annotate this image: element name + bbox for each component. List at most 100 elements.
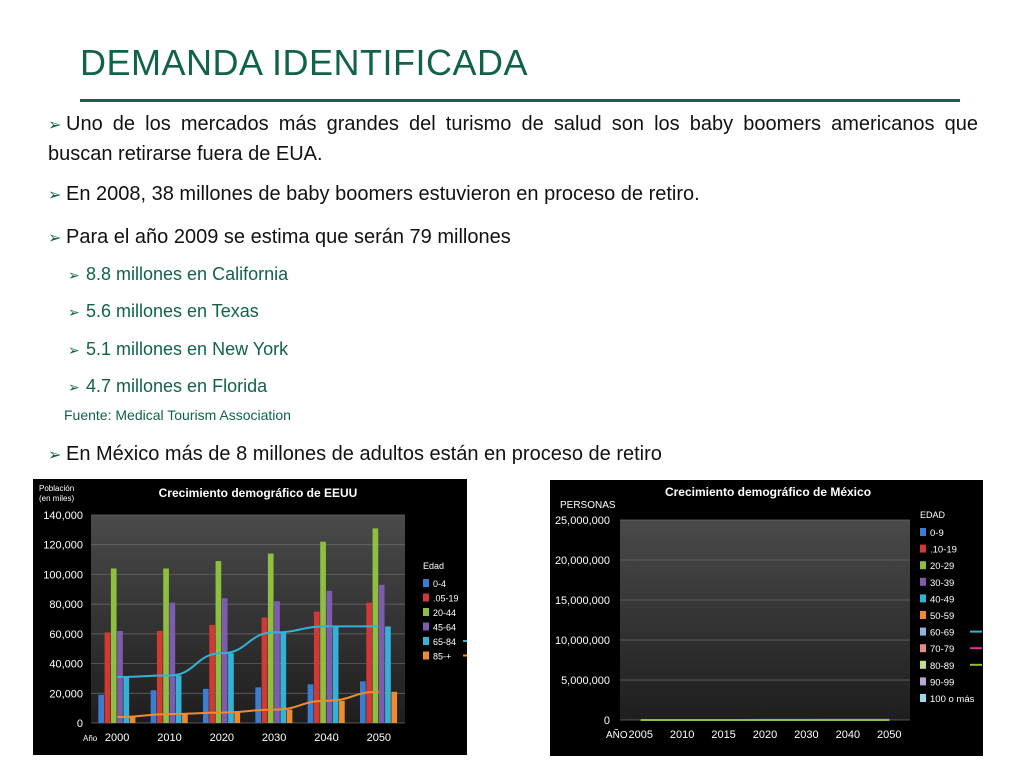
us-y-axis-label: Población <box>39 484 74 493</box>
sub-bullet-1-text: 8.8 millones en California <box>86 264 289 284</box>
bullet-1-text: Uno de los mercados más grandes del turi… <box>48 113 978 165</box>
us-y-tick-label: 40,000 <box>49 659 83 671</box>
source-note: Fuente: Medical Tourism Association <box>64 407 291 423</box>
us-legend-swatch <box>423 608 429 616</box>
us-bar <box>202 688 209 723</box>
us-y-tick-label: 20,000 <box>49 688 83 700</box>
us-bar <box>182 714 188 723</box>
us-y-tick-label: 100,000 <box>43 569 83 581</box>
us-title: Crecimiento demográfico de EEUU <box>159 486 358 500</box>
mx-x-tick-label: 2010 <box>670 729 694 741</box>
mx-legend-swatch <box>920 677 926 686</box>
mx-y-tick-label: 25,000,000 <box>555 515 610 527</box>
arrow-bullet-icon: ➢ <box>48 187 62 204</box>
mx-legend-swatch <box>920 594 926 603</box>
us-x-axis-label: Año <box>83 734 98 743</box>
mx-y-tick-label: 5,000,000 <box>561 675 610 687</box>
us-y-tick-label: 0 <box>77 718 83 730</box>
us-legend-title: Edad <box>423 561 444 571</box>
us-bar <box>366 602 372 723</box>
mx-x-tick-label: 2030 <box>794 729 818 741</box>
mx-legend-swatch <box>920 694 926 702</box>
us-bar <box>320 541 326 723</box>
arrow-bullet-icon: ➢ <box>48 447 62 464</box>
mx-legend-label: 20-29 <box>930 561 954 572</box>
title-underline <box>80 99 960 102</box>
us-plot-area <box>91 515 405 723</box>
bullet-3: ➢ Para el año 2009 se estima que serán 79… <box>48 223 511 253</box>
us-y-tick-label: 80,000 <box>49 599 83 611</box>
mx-y-tick-label: 0 <box>604 715 610 727</box>
us-bar <box>175 675 182 723</box>
mx-x-tick-label: 2020 <box>753 729 777 741</box>
us-bar <box>123 676 130 723</box>
mx-x-tick-label: 2015 <box>711 729 735 741</box>
mx-legend-label: 60-69 <box>930 628 954 639</box>
us-bar <box>385 626 391 723</box>
us-bar <box>267 553 274 723</box>
us-x-tick-label: 2030 <box>262 732 286 744</box>
us-bar <box>255 687 262 723</box>
us-bar <box>391 691 398 723</box>
us-y-tick-label: 140,000 <box>43 510 83 522</box>
us-legend-swatch <box>423 593 429 602</box>
arrow-bullet-icon: ➢ <box>68 304 80 320</box>
us-legend-label: 20-44 <box>433 608 456 618</box>
bullet-3-text: Para el año 2009 se estima que serán 79 … <box>66 226 511 248</box>
mx-legend-label: 90-99 <box>930 677 954 688</box>
us-bar <box>215 561 222 723</box>
mx-legend-swatch <box>920 627 926 636</box>
mx-y-tick-label: 15,000,000 <box>555 595 610 607</box>
us-bar <box>261 617 268 723</box>
us-bar <box>110 568 117 723</box>
mx-legend-swatch <box>920 544 926 553</box>
mx-legend-swatch <box>920 561 926 570</box>
mx-legend-label: 0-9 <box>930 528 944 539</box>
mx-title: Crecimiento demográfico de México <box>665 485 871 499</box>
mx-legend-title: EDAD <box>920 510 946 520</box>
us-trendline <box>117 625 379 678</box>
arrow-bullet-icon: ➢ <box>68 379 80 395</box>
us-trendline <box>117 690 379 719</box>
us-bar <box>150 690 157 723</box>
mx-plot-area <box>620 520 910 720</box>
chart-us-population: Crecimiento demográfico de EEUU Población… <box>33 479 475 755</box>
mx-legend-label: 30-39 <box>930 578 954 589</box>
us-y-tick-label: 60,000 <box>49 629 83 641</box>
mx-legend-label: 70-79 <box>930 644 954 655</box>
mx-x-tick-label: 2050 <box>877 729 901 741</box>
us-bar <box>156 630 163 723</box>
mx-x-tick-label: 2005 <box>628 729 652 741</box>
us-bar <box>129 717 136 723</box>
us-bar <box>359 681 366 723</box>
us-x-tick-label: 2020 <box>210 732 234 744</box>
us-legend-swatch <box>423 651 429 660</box>
us-bar <box>332 626 339 723</box>
arrow-bullet-icon: ➢ <box>68 342 80 358</box>
chart-mexico-svg: Crecimiento demográfico de México PERSONA… <box>555 485 982 741</box>
us-legend-swatch <box>423 579 429 587</box>
us-y-tick-label: 120,000 <box>43 540 83 552</box>
us-bar <box>209 624 215 723</box>
sub-bullet-4-text: 4.7 millones en Florida <box>86 376 268 396</box>
us-bar <box>228 653 234 723</box>
bullet-2-text: En 2008, 38 millones de baby boomers est… <box>66 183 700 205</box>
mx-x-tick-label: 2040 <box>836 729 860 741</box>
mx-legend-swatch <box>920 644 926 653</box>
bullet-1: ➢ Uno de los mercados más grandes del tur… <box>48 110 978 168</box>
mx-legend-label: 40-49 <box>930 594 954 605</box>
bullet-4: ➢ En México más de 8 millones de adultos … <box>48 440 662 470</box>
us-x-tick-label: 2040 <box>314 732 338 744</box>
slide-title: DEMANDA IDENTIFICADA <box>80 42 529 83</box>
mx-y-axis-label: PERSONAS <box>560 500 616 511</box>
bullet-4-text: En México más de 8 millones de adultos e… <box>66 443 662 465</box>
us-legend-label: 0-4 <box>433 579 446 589</box>
mx-legend-label: .10-19 <box>930 545 957 556</box>
us-legend-label: 45-64 <box>433 623 456 633</box>
sub-bullet-2-text: 5.6 millones en Texas <box>86 301 259 321</box>
sub-bullet-3-text: 5.1 millones en New York <box>86 339 289 359</box>
bullet-2: ➢ En 2008, 38 millones de baby boomers es… <box>48 180 700 210</box>
sub-bullet-2: ➢ 5.6 millones en Texas <box>68 300 259 323</box>
us-bar <box>98 694 105 723</box>
mx-legend-swatch <box>920 660 926 669</box>
